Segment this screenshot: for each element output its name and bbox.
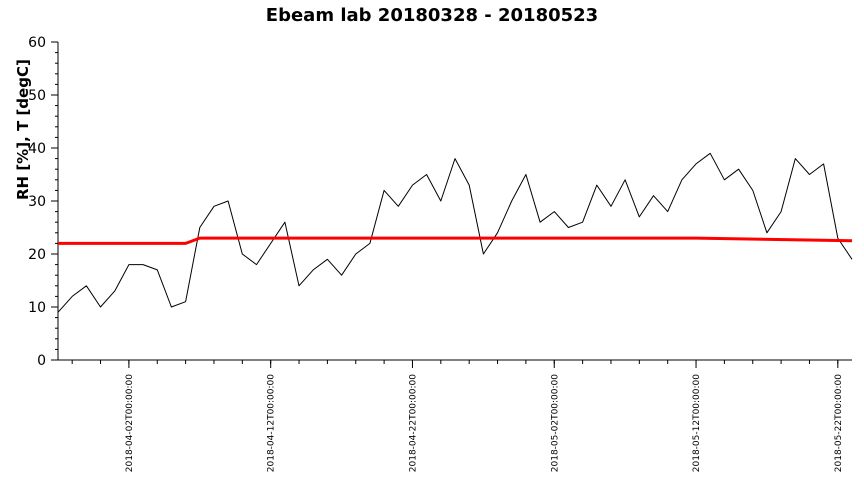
axes: 0 10 20 30 40 50 60 2018-04-02T00:00:00 2018-04-… (28, 35, 852, 472)
x-tick-label: 2018-04-12T00:00:00 (267, 374, 277, 472)
x-tick-label: 2018-05-22T00:00:00 (834, 374, 844, 472)
y-tick-label: 20 (28, 247, 46, 263)
x-tick-label: 2018-05-12T00:00:00 (692, 374, 702, 472)
x-tick-label: 2018-04-02T00:00:00 (125, 374, 135, 472)
y-tick-label: 50 (28, 88, 46, 104)
chart-title: Ebeam lab 20180328 - 20180523 (265, 5, 599, 26)
y-tick-label: 10 (28, 300, 46, 316)
series-group (57, 152, 853, 313)
y-tick-label: 40 (28, 141, 46, 157)
y-tick-label: 0 (37, 353, 46, 369)
y-tick-label: 30 (28, 194, 46, 210)
series-line-red (58, 236, 853, 245)
x-tick-label: 2018-05-02T00:00:00 (550, 374, 560, 472)
series-line-black (57, 152, 853, 313)
y-tick-label: 60 (28, 35, 46, 51)
x-tick-label: 2018-04-22T00:00:00 (408, 374, 418, 472)
